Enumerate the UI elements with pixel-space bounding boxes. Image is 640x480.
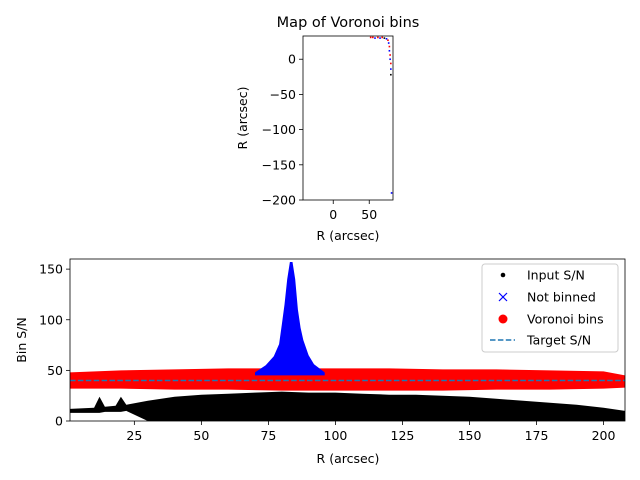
sn-x-axis-label: R (arcsec): [317, 451, 380, 466]
map-y-tick-label: −150: [262, 157, 296, 172]
map-pixel: [388, 45, 391, 48]
map-pixel: [390, 62, 392, 65]
legend-voronoi-bins-label: Voronoi bins: [527, 312, 604, 327]
map-x-tick-label: 0: [329, 207, 337, 222]
map-y-ticks: 0 −50 −100 −150 −200: [262, 52, 303, 208]
map-pixel: [387, 39, 389, 42]
map-pixels: [369, 36, 393, 194]
map-pixel: [372, 36, 374, 39]
sn-x-ticks: 25 50 75 100 125 150 175 200: [126, 421, 616, 443]
sn-x-tick-label: 25: [126, 428, 142, 443]
input-sn-points: [70, 391, 625, 421]
legend-voronoi-bins-marker: [498, 314, 508, 324]
sn-x-tick-label: 75: [260, 428, 276, 443]
sn-y-tick-label: 100: [39, 312, 63, 327]
map-pixel: [387, 42, 390, 44]
map-pixel: [390, 192, 393, 194]
map-x-tick-label: 50: [361, 207, 377, 222]
voronoi-bins-points: [70, 368, 625, 391]
map-y-tick-label: −200: [262, 193, 296, 208]
not-binned-points: [255, 262, 325, 376]
legend-not-binned-marker: [498, 292, 508, 302]
sn-axes-frame: [69, 258, 626, 422]
map-title: Map of Voronoi bins: [277, 15, 420, 31]
map-pixel: [388, 49, 391, 52]
sn-x-tick-label: 100: [324, 428, 348, 443]
map-y-tick-label: −100: [262, 122, 296, 137]
map-y-tick-label: 0: [288, 52, 296, 67]
map-pixel: [377, 36, 379, 39]
bin-sn-panel: 25 50 75 100 125 150 175 200 0 50 100 150 R (arcse…: [14, 258, 626, 466]
map-pixel: [374, 37, 376, 39]
map-pixel: [389, 54, 391, 56]
sn-x-tick-label: 200: [592, 428, 616, 443]
map-pixel: [369, 36, 372, 39]
map-pixel: [390, 68, 392, 70]
map-y-axis-label: R (arcsec): [235, 87, 250, 150]
map-pixel: [381, 36, 383, 39]
sn-x-tick-label: 125: [391, 428, 415, 443]
map-pixel: [379, 37, 381, 39]
map-pixel: [383, 37, 386, 39]
sn-y-tick-label: 0: [55, 414, 63, 429]
map-pixel: [390, 73, 392, 76]
legend-not-binned-label: Not binned: [527, 290, 596, 305]
voronoi-map-panel: 0 50 0 −50 −100 −150 −200 Map of Voronoi bins…: [235, 15, 419, 243]
map-x-ticks: 0 50: [329, 200, 377, 222]
map-x-axis-label: R (arcsec): [317, 228, 380, 243]
sn-x-tick-label: 50: [193, 428, 209, 443]
map-axes-frame: [302, 35, 394, 201]
map-plot-area: [303, 36, 393, 200]
legend-target-sn-label: Target S/N: [526, 333, 591, 348]
sn-y-tick-label: 50: [47, 363, 63, 378]
legend-input-sn-marker: [500, 272, 506, 278]
legend-box: [481, 263, 619, 353]
map-pixel: [385, 38, 388, 40]
map-y-tick-label: −50: [270, 87, 296, 102]
map-pixel: [389, 58, 391, 61]
legend-input-sn-label: Input S/N: [527, 268, 585, 283]
sn-x-tick-label: 150: [458, 428, 482, 443]
sn-y-axis-label: Bin S/N: [14, 317, 29, 362]
sn-y-ticks: 0 50 100 150: [39, 262, 70, 429]
sn-x-tick-label: 175: [525, 428, 549, 443]
legend: Input S/N Not binned Voronoi bins Target…: [481, 263, 619, 353]
sn-y-tick-label: 150: [39, 262, 63, 277]
